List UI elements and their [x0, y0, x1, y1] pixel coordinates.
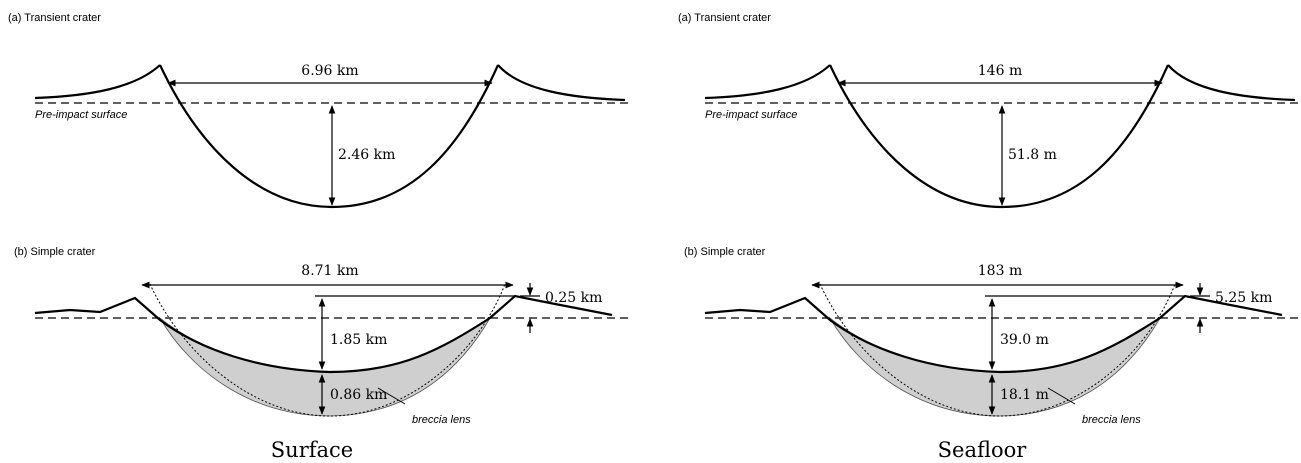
caption: Surface [271, 438, 353, 462]
ground-right [498, 65, 625, 100]
depth-label: 39.0 m [1000, 332, 1049, 348]
crater-floor [35, 296, 612, 372]
breccia-depth-label: 0.86 km [330, 387, 387, 403]
depth-label: 1.85 km [330, 332, 387, 348]
width-label: 6.96 km [301, 63, 358, 79]
width-label: 8.71 km [301, 263, 358, 279]
section-label: (a) Transient crater [678, 12, 771, 24]
crater-bowl [160, 65, 498, 207]
depth-label: 2.46 km [338, 147, 395, 163]
breccia-lens [160, 318, 490, 416]
rim-height-label: 0.25 km [545, 290, 602, 306]
depth-label: 51.8 m [1008, 147, 1057, 163]
ground-left [35, 65, 160, 98]
rim-height-label: 5.25 km [1215, 290, 1272, 306]
ground-left [705, 65, 830, 98]
section-label: (a) Transient crater [8, 12, 101, 24]
surface-label: Pre-impact surface [705, 109, 797, 121]
width-label: 183 m [978, 263, 1022, 279]
caption: Seafloor [938, 438, 1028, 462]
crater-floor [705, 296, 1282, 372]
breccia-depth-label: 18.1 m [1000, 387, 1049, 403]
breccia-label: breccia lens [412, 414, 471, 426]
section-label: (b) Simple crater [14, 246, 96, 258]
ground-right [1168, 65, 1295, 100]
figure: (a) Transient crater Pre-impact surface 6.… [0, 0, 1301, 463]
breccia-label: breccia lens [1082, 414, 1141, 426]
crater-bowl [830, 65, 1168, 207]
section-label: (b) Simple crater [684, 246, 766, 258]
panel: (a) Transient crater Pre-impact surface 6.… [8, 12, 628, 462]
breccia-lens [830, 318, 1160, 416]
width-label: 146 m [978, 63, 1022, 79]
surface-label: Pre-impact surface [35, 109, 127, 121]
panel: (a) Transient crater Pre-impact surface 14… [678, 12, 1298, 462]
